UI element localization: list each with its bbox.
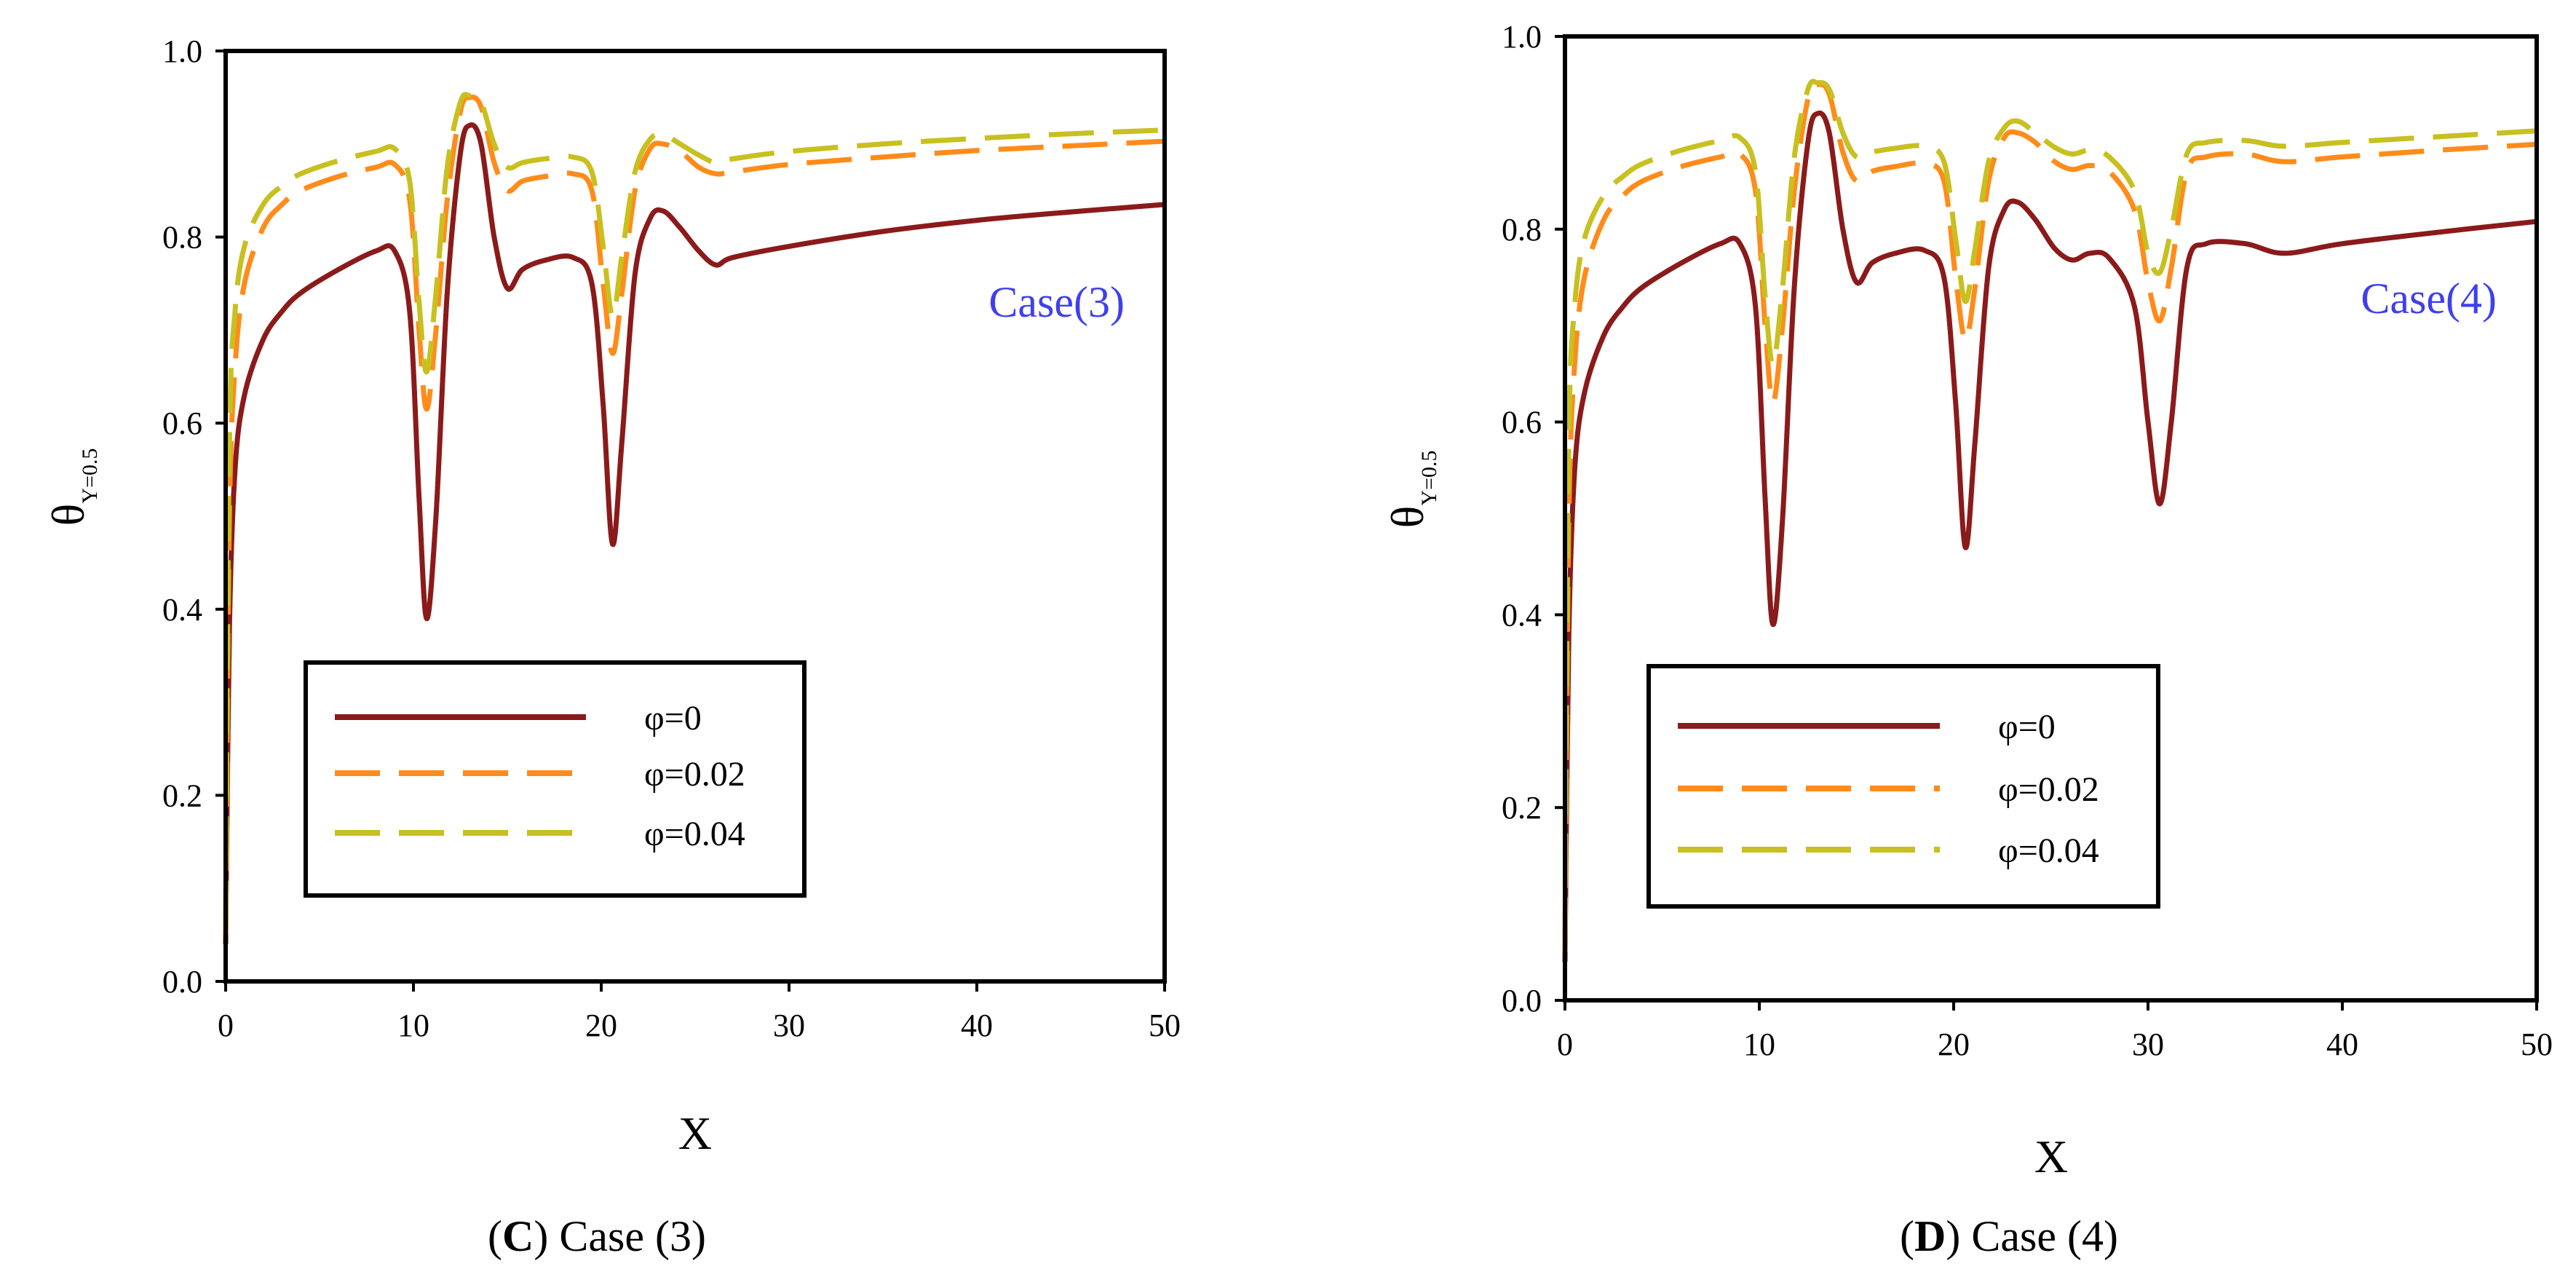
plot-frame — [223, 49, 1167, 984]
legend-entry-phi-0: φ=0 — [644, 699, 702, 738]
y-tick-label: 0.6 — [162, 406, 202, 441]
series-line-phi-0 — [223, 122, 1165, 944]
legend-entry-phi-0-02: φ=0.02 — [644, 755, 745, 794]
y-tick-label: 0.2 — [162, 778, 202, 813]
x-axis-label: X — [678, 1107, 712, 1159]
svg-text:θY=0.5: θY=0.5 — [1382, 451, 1441, 529]
x-tick-label: 20 — [1938, 1027, 1970, 1062]
y-axis-subscript: Y=0.5 — [1417, 451, 1441, 506]
caption-text: Case (4) — [1960, 1212, 2118, 1260]
y-tick-label: 0.8 — [1502, 212, 1542, 248]
series-line-phi-0-04 — [1562, 79, 2537, 943]
y-axis-label: θY=0.5 — [1382, 451, 1441, 529]
y-tick-label: 0.6 — [1502, 405, 1542, 440]
y-tick-label: 0.4 — [162, 592, 202, 628]
x-tick-label: 40 — [961, 1008, 993, 1043]
chart-panel-c: 0 10 20 30 40 50 0.0 0.2 0.4 0.6 0.8 1.0 θY=0.5 X C… — [42, 33, 1181, 1260]
series-line-phi-0 — [1562, 110, 2537, 962]
legend-entry-phi-0-04: φ=0.04 — [644, 815, 745, 853]
plot-frame — [1563, 34, 2539, 1003]
ticks-layer-d: 0 10 20 30 40 50 0.0 0.2 0.4 0.6 0.8 1.0 — [1502, 19, 2553, 1062]
caption-text: Case (3) — [548, 1212, 706, 1260]
y-axis-symbol: θ — [1382, 506, 1433, 529]
series-layer-c — [223, 92, 1165, 944]
series-line-phi-0-02 — [223, 94, 1165, 936]
legend: φ=0 φ=0.02 φ=0.04 — [1646, 664, 2160, 909]
x-tick-label: 30 — [2132, 1027, 2164, 1062]
x-tick-label: 50 — [1149, 1008, 1181, 1043]
y-tick-label: 0.2 — [1502, 790, 1542, 826]
x-tick-label: 40 — [2326, 1027, 2358, 1062]
legend: φ=0 φ=0.02 φ=0.04 — [304, 660, 807, 898]
legend-entry-phi-0-04: φ=0.04 — [1998, 831, 2099, 870]
series-line-phi-0-02 — [1562, 82, 2537, 952]
y-tick-label: 1.0 — [1502, 19, 1542, 55]
caption-letter: C — [502, 1212, 534, 1260]
y-tick-label: 1.0 — [162, 33, 202, 69]
x-tick-label: 30 — [773, 1008, 805, 1043]
series-layer-d — [1562, 79, 2537, 962]
x-axis-label: X — [2034, 1131, 2068, 1182]
x-tick-label: 0 — [218, 1008, 234, 1043]
legend-box — [304, 660, 807, 898]
x-tick-label: 10 — [397, 1008, 429, 1043]
y-tick-label: 0.4 — [1502, 597, 1542, 633]
y-tick-label: 0.0 — [162, 964, 202, 1000]
case-annotation: Case(4) — [2361, 274, 2497, 323]
y-tick-label: 0.0 — [1502, 983, 1542, 1019]
svg-text:θY=0.5: θY=0.5 — [42, 448, 102, 526]
x-tick-label: 50 — [2521, 1027, 2553, 1062]
case-annotation: Case(3) — [988, 278, 1125, 326]
legend-entry-phi-0: φ=0 — [1998, 708, 2056, 746]
chart-panel-d: 0 10 20 30 40 50 0.0 0.2 0.4 0.6 0.8 1.0 θY=0.5 X C… — [1382, 19, 2553, 1260]
ticks-layer-c: 0 10 20 30 40 50 0.0 0.2 0.4 0.6 0.8 1.0 — [162, 33, 1181, 1043]
x-tick-label: 20 — [585, 1008, 617, 1043]
x-tick-label: 0 — [1557, 1027, 1573, 1062]
panel-caption: (C) Case (3) — [488, 1212, 706, 1260]
legend-entry-phi-0-02: φ=0.02 — [1998, 770, 2099, 809]
y-tick-label: 0.8 — [162, 220, 202, 256]
series-line-phi-0-04 — [223, 92, 1165, 926]
caption-letter: D — [1914, 1212, 1946, 1260]
panel-caption: (D) Case (4) — [1900, 1212, 2118, 1260]
y-axis-subscript: Y=0.5 — [78, 448, 102, 504]
y-axis-label: θY=0.5 — [42, 448, 102, 526]
y-axis-symbol: θ — [42, 504, 94, 526]
x-tick-label: 10 — [1743, 1027, 1775, 1062]
